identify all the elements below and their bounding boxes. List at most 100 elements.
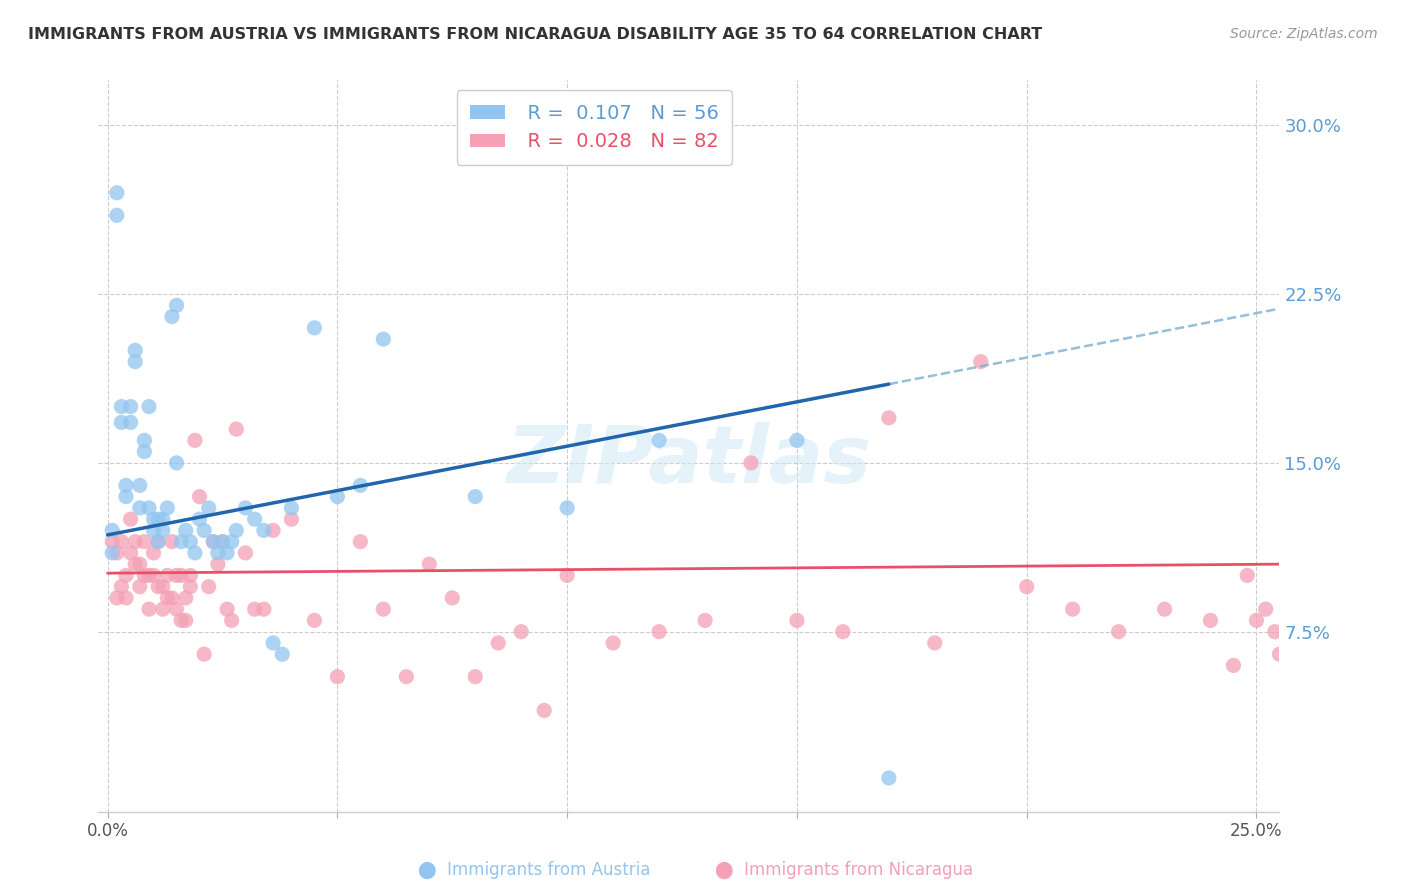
Point [188,490,211,504]
Point [128,580,150,594]
Point [142,546,165,560]
Point [1264,624,1286,639]
Point [142,512,165,526]
Point [124,354,146,368]
Point [271,647,294,661]
Point [373,332,395,346]
Point [110,534,132,549]
Point [1254,602,1277,616]
Point [179,580,201,594]
Point [1015,580,1038,594]
Point [1108,624,1130,639]
Point [243,512,266,526]
Point [152,580,174,594]
Point [217,602,239,616]
Point [1153,602,1175,616]
Point [197,500,219,515]
Point [174,614,197,628]
Text: Source: ZipAtlas.com: Source: ZipAtlas.com [1230,27,1378,41]
Point [101,546,124,560]
Point [134,568,156,582]
Point [174,524,197,538]
Point [115,478,138,492]
Point [120,416,142,430]
Point [184,546,207,560]
Point [110,580,132,594]
Point [304,321,326,335]
Point [105,591,128,605]
Point [349,534,371,549]
Point [188,512,211,526]
Point [740,456,762,470]
Point [1236,568,1258,582]
Point [221,534,243,549]
Point [211,534,233,549]
Point [326,490,349,504]
Point [166,602,188,616]
Point [156,591,179,605]
Point [120,512,142,526]
Point [207,557,229,571]
Point [924,636,946,650]
Point [179,568,201,582]
Point [174,591,197,605]
Point [510,624,533,639]
Point [138,602,160,616]
Point [693,614,716,628]
Point [101,534,124,549]
Point [441,591,464,605]
Point [105,186,128,200]
Point [152,512,174,526]
Point [877,771,900,785]
Point [170,568,193,582]
Point [602,636,624,650]
Point [160,591,183,605]
Point [262,636,284,650]
Point [207,546,229,560]
Point [138,500,160,515]
Point [101,524,124,538]
Point [217,546,239,560]
Point [1268,647,1291,661]
Point [142,568,165,582]
Point [648,434,671,448]
Point [146,512,169,526]
Point [253,602,276,616]
Point [105,546,128,560]
Point [786,614,808,628]
Point [486,636,509,650]
Point [138,400,160,414]
Point [170,614,193,628]
Point [115,591,138,605]
Point [142,524,165,538]
Point [166,568,188,582]
Point [648,624,671,639]
Point [418,557,440,571]
Point [146,580,169,594]
Text: ⬤  Immigrants from Nicaragua: ⬤ Immigrants from Nicaragua [714,861,973,879]
Point [235,546,257,560]
Point [124,557,146,571]
Point [160,310,183,324]
Point [831,624,853,639]
Point [202,534,225,549]
Point [211,534,233,549]
Point [193,647,215,661]
Point [124,534,146,549]
Point [304,614,326,628]
Point [202,534,225,549]
Point [166,456,188,470]
Point [221,614,243,628]
Point [115,568,138,582]
Point [555,568,578,582]
Point [235,500,257,515]
Text: ZIPatlas: ZIPatlas [506,422,872,500]
Point [1222,658,1244,673]
Point [464,490,486,504]
Point [184,434,207,448]
Point [243,602,266,616]
Point [225,524,247,538]
Point [464,670,486,684]
Point [120,400,142,414]
Point [877,410,900,425]
